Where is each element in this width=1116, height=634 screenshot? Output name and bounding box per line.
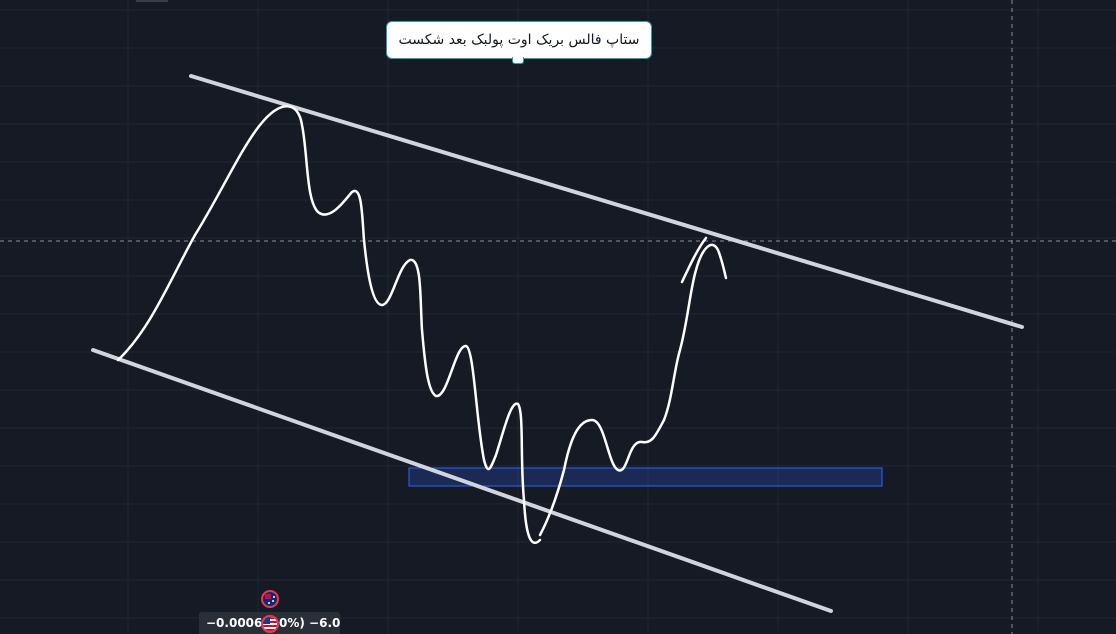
callout-text: ستاپ فالس بریک اوت پولبک بعد شکست — [398, 32, 640, 48]
us-flag-icon[interactable] — [261, 615, 279, 633]
price-path-drawing[interactable] — [116, 105, 542, 544]
toolbar-edge — [136, 0, 168, 2]
price-change-percent: 0%) −6.0 — [279, 616, 341, 630]
lower-channel-trendline[interactable] — [91, 348, 833, 613]
price-change-value: −0.00060 — [206, 616, 271, 630]
demand-zone-rectangle[interactable] — [408, 467, 883, 487]
price-path-projection[interactable] — [538, 243, 728, 537]
callout-pointer — [512, 57, 524, 64]
arrow-head-icon — [680, 236, 708, 284]
australia-flag-icon[interactable] — [261, 590, 279, 608]
text-callout-annotation[interactable]: ستاپ فالس بریک اوت پولبک بعد شکست — [386, 21, 652, 59]
upper-channel-trendline[interactable] — [189, 74, 1024, 329]
